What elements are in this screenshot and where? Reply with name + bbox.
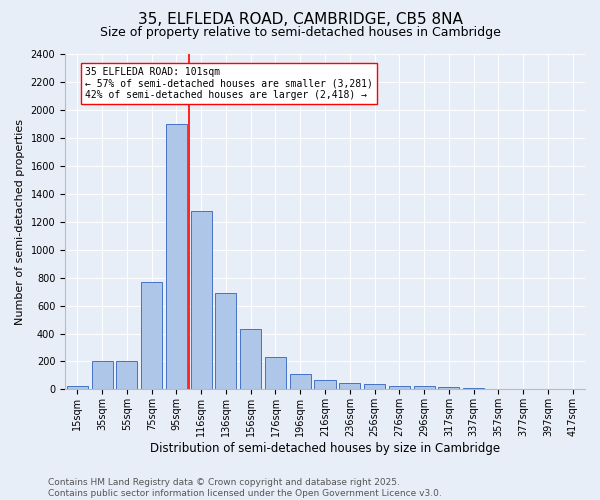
Y-axis label: Number of semi-detached properties: Number of semi-detached properties [15,118,25,324]
X-axis label: Distribution of semi-detached houses by size in Cambridge: Distribution of semi-detached houses by … [150,442,500,455]
Text: 35 ELFLEDA ROAD: 101sqm
← 57% of semi-detached houses are smaller (3,281)
42% of: 35 ELFLEDA ROAD: 101sqm ← 57% of semi-de… [85,66,373,100]
Bar [191,211,212,390]
Text: Size of property relative to semi-detached houses in Cambridge: Size of property relative to semi-detach… [100,26,500,39]
Bar [438,386,460,390]
Bar [463,388,484,390]
Bar [92,362,113,390]
Bar [116,361,137,390]
Bar [215,293,236,390]
Bar [389,386,410,390]
Bar [67,386,88,390]
Text: 35, ELFLEDA ROAD, CAMBRIDGE, CB5 8NA: 35, ELFLEDA ROAD, CAMBRIDGE, CB5 8NA [137,12,463,28]
Bar [166,124,187,390]
Bar [339,383,360,390]
Bar [314,380,335,390]
Bar [141,282,162,390]
Text: Contains HM Land Registry data © Crown copyright and database right 2025.
Contai: Contains HM Land Registry data © Crown c… [48,478,442,498]
Bar [240,328,261,390]
Bar [290,374,311,390]
Bar [364,384,385,390]
Bar [413,386,434,390]
Bar [265,358,286,390]
